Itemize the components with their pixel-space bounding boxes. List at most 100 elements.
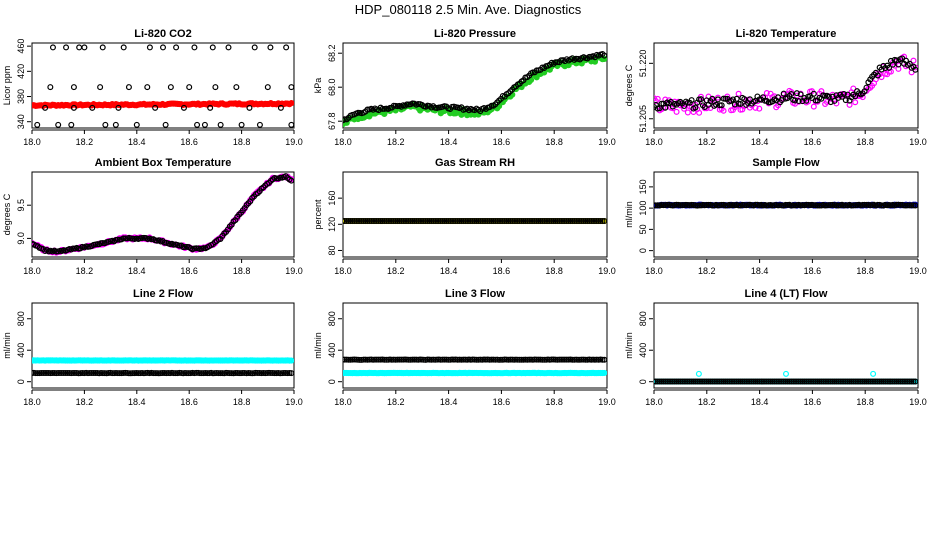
data-point xyxy=(392,218,399,225)
data-point xyxy=(590,218,597,225)
data-point xyxy=(763,378,770,385)
x-tick-label: 18.4 xyxy=(128,266,146,276)
chart-panel-6: Sample Flow 18.0 18.2 18.4 18.6 18.8 19.0 0 50 10… xyxy=(624,157,927,276)
data-point xyxy=(548,356,555,363)
data-point xyxy=(718,378,725,385)
x-tick-label: 18.2 xyxy=(387,137,405,147)
data-point xyxy=(726,378,733,385)
data-point xyxy=(40,370,47,377)
data-point xyxy=(364,218,371,225)
data-point xyxy=(71,369,78,376)
x-tick-label: 18.0 xyxy=(645,137,663,147)
data-point xyxy=(267,44,274,51)
data-point xyxy=(388,218,395,225)
data-point xyxy=(673,108,680,115)
data-point xyxy=(876,378,883,385)
data-point xyxy=(439,356,446,363)
data-point xyxy=(556,356,563,363)
data-point xyxy=(571,356,578,363)
data-point xyxy=(850,85,857,92)
data-point xyxy=(561,218,568,225)
data-point xyxy=(735,90,742,97)
data-point xyxy=(394,356,401,363)
data-point xyxy=(705,378,712,385)
data-point xyxy=(660,378,667,385)
data-point xyxy=(786,378,793,385)
data-point xyxy=(729,96,736,103)
data-point xyxy=(420,356,427,363)
data-point xyxy=(891,378,898,385)
data-point xyxy=(288,121,294,128)
data-point xyxy=(840,378,847,385)
y-axis-label: percent xyxy=(313,199,323,230)
data-point xyxy=(741,378,748,385)
data-point xyxy=(383,356,390,363)
x-tick-label: 18.8 xyxy=(233,397,251,407)
data-point xyxy=(790,378,797,385)
data-point xyxy=(343,218,350,225)
data-point xyxy=(912,378,918,385)
data-point xyxy=(571,218,578,225)
data-point xyxy=(886,68,893,75)
data-point xyxy=(56,369,63,376)
data-point xyxy=(370,218,377,225)
data-point xyxy=(716,378,723,385)
data-point xyxy=(816,202,823,209)
data-point xyxy=(597,218,604,225)
data-point xyxy=(880,378,887,385)
data-point xyxy=(679,378,686,385)
x-tick-label: 19.0 xyxy=(909,137,927,147)
data-point xyxy=(857,378,864,385)
data-point xyxy=(497,356,504,363)
data-point xyxy=(775,94,782,101)
data-point xyxy=(681,105,688,112)
data-point xyxy=(763,90,770,97)
x-tick-label: 18.6 xyxy=(180,266,198,276)
x-tick-label: 18.0 xyxy=(23,397,41,407)
data-layer xyxy=(343,217,607,225)
data-point xyxy=(426,218,433,225)
data-point xyxy=(353,218,360,225)
data-point xyxy=(850,378,857,385)
x-tick-label: 18.6 xyxy=(493,137,511,147)
data-point xyxy=(660,202,667,209)
data-point xyxy=(835,378,842,385)
x-tick-label: 18.2 xyxy=(698,266,716,276)
data-point xyxy=(514,356,521,363)
data-point xyxy=(441,356,448,363)
data-point xyxy=(758,378,765,385)
data-point xyxy=(109,370,116,377)
data-point xyxy=(219,370,226,377)
data-point xyxy=(185,370,192,377)
y-tick-label: 800 xyxy=(327,311,337,326)
data-point xyxy=(526,356,533,363)
data-point xyxy=(102,121,109,128)
data-point xyxy=(599,218,606,225)
data-point xyxy=(443,218,450,225)
x-tick-label: 18.0 xyxy=(645,266,663,276)
data-point xyxy=(887,378,894,385)
data-point xyxy=(383,218,390,225)
plot-frame xyxy=(342,302,608,389)
data-layer xyxy=(654,370,918,385)
data-point xyxy=(709,95,716,102)
data-point xyxy=(825,378,832,385)
data-point xyxy=(207,104,214,111)
data-point xyxy=(345,356,352,363)
data-point xyxy=(152,104,159,111)
data-point xyxy=(714,96,721,103)
data-point xyxy=(379,105,386,112)
data-point xyxy=(55,121,62,128)
data-point xyxy=(533,218,540,225)
data-point xyxy=(375,218,382,225)
data-point xyxy=(722,378,729,385)
x-tick-label: 18.0 xyxy=(334,397,352,407)
y-tick-label: 0 xyxy=(327,379,337,384)
data-point xyxy=(733,95,740,102)
y-tick-label: 0 xyxy=(16,379,26,384)
data-point xyxy=(288,99,294,107)
x-tick-label: 19.0 xyxy=(598,397,616,407)
data-point xyxy=(407,218,414,225)
data-point xyxy=(520,218,527,225)
data-point xyxy=(152,370,159,377)
